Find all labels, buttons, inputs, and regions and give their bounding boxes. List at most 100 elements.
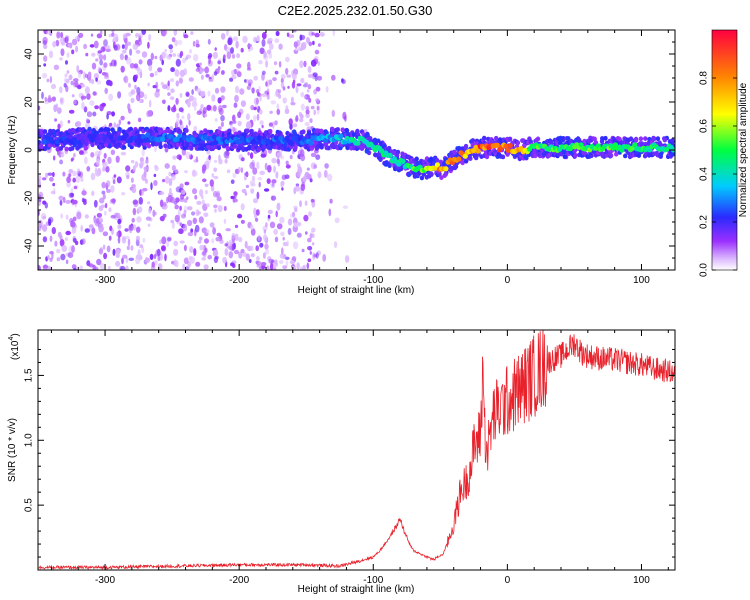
spectrogram-noise-cell bbox=[52, 172, 55, 177]
spectrogram-noise-cell bbox=[313, 89, 317, 95]
spectrogram-noise-cell bbox=[73, 100, 77, 105]
spectrogram-noise-cell bbox=[231, 243, 235, 252]
spectrogram-noise-cell bbox=[149, 72, 155, 78]
spectrogram-noise-cell bbox=[259, 170, 266, 176]
ridge-core-cell bbox=[108, 134, 114, 140]
spectrogram-noise-cell bbox=[70, 221, 76, 228]
ridge-core-cell bbox=[97, 133, 104, 139]
spectrogram-noise-cell bbox=[116, 176, 122, 184]
colorbar-tick-label: 0.4 bbox=[699, 167, 710, 181]
spectrogram-noise-cell bbox=[310, 198, 315, 203]
spectrogram-noise-cell bbox=[209, 179, 214, 187]
spectrogram-noise-cell bbox=[271, 121, 275, 129]
x-tick-label: -200 bbox=[229, 275, 249, 286]
spectrogram-noise-cell bbox=[188, 95, 194, 102]
ridge-halo-cell bbox=[617, 136, 622, 142]
spectrogram-noise-cell bbox=[65, 78, 70, 84]
spectrogram-noise-cell bbox=[101, 102, 106, 107]
spectrogram-noise-cell bbox=[135, 50, 141, 54]
ridge-core-cell bbox=[74, 139, 80, 145]
spectrogram-noise-cell bbox=[211, 74, 215, 82]
spectrogram-noise-cell bbox=[176, 154, 182, 160]
spectrogram-noise-cell bbox=[223, 54, 226, 59]
spectrogram-noise-cell bbox=[266, 265, 270, 270]
spectrogram-noise-cell bbox=[181, 189, 186, 195]
spectrogram-noise-cell bbox=[149, 253, 154, 260]
spectrogram-noise-cell bbox=[236, 63, 242, 69]
spectrogram-noise-cell bbox=[217, 66, 221, 71]
spectrogram-noise-cell bbox=[226, 30, 229, 37]
spectrogram-noise-cell bbox=[245, 253, 250, 261]
spectrogram-noise-cell bbox=[235, 40, 239, 49]
spectrogram-noise-cell bbox=[236, 71, 242, 78]
ridge-halo-cell bbox=[434, 157, 440, 163]
spectrogram-noise-cell bbox=[116, 231, 120, 237]
spectrogram-noise-cell bbox=[106, 180, 111, 188]
spectrogram-noise-cell bbox=[265, 222, 268, 228]
spectrogram-noise-cell bbox=[199, 62, 202, 66]
spectrogram-noise-cell bbox=[127, 121, 131, 125]
spectrogram-noise-cell bbox=[42, 40, 48, 46]
spectrogram-noise-cell bbox=[187, 232, 194, 237]
spectrogram-noise-cell bbox=[62, 196, 66, 204]
spectrogram-noise-cell bbox=[115, 253, 120, 258]
spectrogram-noise-cell bbox=[297, 46, 301, 52]
spectrogram-noise-cell bbox=[231, 232, 236, 240]
spectrogram-noise-cell bbox=[141, 148, 145, 157]
snr-ylabel: SNR (10 * v/v) bbox=[7, 418, 18, 482]
spectrogram-noise-cell bbox=[56, 31, 61, 39]
spectrogram-noise-cell bbox=[253, 115, 257, 122]
spectrogram-noise-cell bbox=[139, 244, 144, 249]
spectrogram-noise-cell bbox=[187, 113, 191, 121]
y-tick-label: 0.5 bbox=[24, 498, 35, 512]
spectrogram-noise-cell bbox=[65, 230, 71, 236]
spectrogram-noise-cell bbox=[95, 77, 98, 82]
spectrogram-noise-cell bbox=[213, 175, 219, 180]
spectrogram-noise-cell bbox=[42, 177, 47, 181]
spectrogram-noise-cell bbox=[66, 52, 70, 58]
spectrogram-noise-cell bbox=[200, 90, 206, 97]
spectrogram-noise-cell bbox=[165, 176, 170, 184]
spectrogram-noise-cell bbox=[157, 248, 161, 257]
spectrogram-noise-cell bbox=[175, 215, 180, 220]
spectrogram-noise-cell bbox=[314, 49, 320, 55]
spectrogram-noise-cell bbox=[267, 209, 273, 214]
spectrogram-noise-cell bbox=[282, 97, 287, 104]
spectrogram-noise-cell bbox=[285, 164, 291, 169]
spectrogram-noise-cell bbox=[253, 106, 257, 111]
spectrogram-xlabel: Height of straight line (km) bbox=[298, 285, 415, 296]
spectrogram-noise-cell bbox=[84, 156, 88, 165]
spectrogram-noise-cell bbox=[108, 207, 112, 213]
spectrogram-noise-cell bbox=[289, 123, 293, 130]
spectrogram-noise-cell bbox=[197, 211, 202, 215]
spectrogram-noise-cell bbox=[130, 177, 134, 183]
spectrogram-noise-cell bbox=[71, 227, 77, 234]
spectrogram-noise-cell bbox=[70, 80, 74, 86]
spectrogram-noise-cell bbox=[214, 87, 220, 94]
spectrogram-noise-cell bbox=[138, 32, 143, 39]
spectrogram-noise-cell bbox=[86, 111, 93, 118]
spectrogram-noise-cell bbox=[145, 257, 150, 263]
spectrogram-noise-cell bbox=[257, 177, 263, 181]
spectrogram-noise-cell bbox=[91, 79, 95, 85]
spectrogram-noise-cell bbox=[72, 216, 77, 222]
spectrogram-noise-cell bbox=[311, 32, 315, 36]
spectrogram-noise-cell bbox=[118, 119, 122, 125]
spectrogram-noise-cell bbox=[121, 257, 124, 265]
spectrogram-noise-cell bbox=[192, 40, 196, 47]
ridge-halo-cell bbox=[319, 128, 324, 134]
spectrogram-noise-cell bbox=[57, 123, 61, 130]
spectrogram-noise-cell bbox=[196, 200, 202, 205]
spectrogram-noise-cell bbox=[76, 65, 80, 73]
ridge-halo-cell bbox=[192, 130, 197, 136]
spectrogram-noise-cell bbox=[132, 165, 136, 173]
spectrogram-noise-cell bbox=[328, 208, 332, 217]
spectrogram-noise-cell bbox=[48, 218, 52, 226]
spectrogram-noise-cell bbox=[141, 173, 147, 181]
spectrogram-noise-cell bbox=[185, 92, 190, 97]
ridge-halo-cell bbox=[301, 129, 306, 135]
spectrogram-noise-cell bbox=[315, 252, 319, 259]
spectrogram-noise-cell bbox=[260, 153, 266, 158]
ridge-halo-cell bbox=[474, 155, 479, 161]
